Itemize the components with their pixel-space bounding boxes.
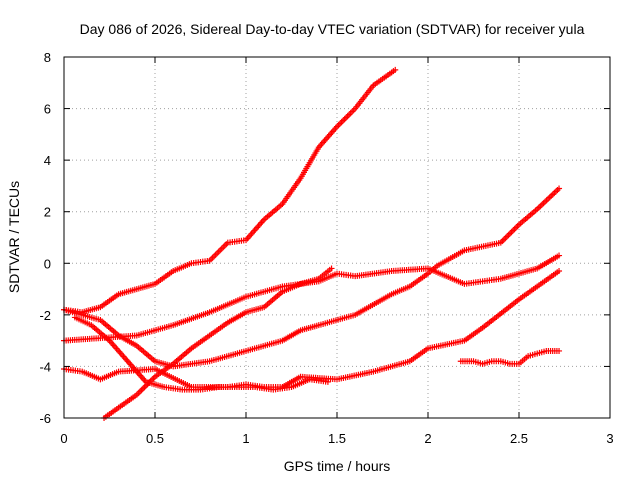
series-track-3 bbox=[61, 185, 563, 370]
data-point bbox=[556, 252, 563, 259]
y-tick-label: -2 bbox=[39, 308, 51, 323]
data-points bbox=[61, 66, 563, 421]
data-point bbox=[556, 268, 563, 275]
x-axis-label: GPS time / hours bbox=[284, 458, 391, 474]
x-tick-label: 0.5 bbox=[146, 431, 164, 446]
grid bbox=[64, 57, 610, 418]
series-track-5 bbox=[71, 314, 331, 393]
y-tick-label: -4 bbox=[39, 359, 51, 374]
y-tick-label: 6 bbox=[44, 102, 51, 117]
tick-marks bbox=[63, 56, 611, 419]
data-point bbox=[392, 66, 399, 73]
x-tick-labels: 0 0.5 1 1.5 2 2.5 3 bbox=[60, 431, 613, 446]
chart-title: Day 086 of 2026, Sidereal Day-to-day VTE… bbox=[80, 21, 585, 37]
y-tick-label: 2 bbox=[44, 205, 51, 220]
x-tick-label: 1 bbox=[242, 431, 249, 446]
x-tick-label: 2.5 bbox=[510, 431, 528, 446]
y-tick-label: 8 bbox=[44, 50, 51, 65]
data-point bbox=[556, 185, 563, 192]
data-point bbox=[556, 347, 563, 354]
y-tick-labels: -6 -4 -2 0 2 4 6 8 bbox=[39, 50, 51, 426]
x-tick-label: 2 bbox=[424, 431, 431, 446]
data-point bbox=[328, 265, 335, 272]
x-tick-label: 1.5 bbox=[328, 431, 346, 446]
y-tick-label: 0 bbox=[44, 256, 51, 271]
y-tick-label: 4 bbox=[44, 153, 51, 168]
y-tick-label: -6 bbox=[39, 411, 51, 426]
data-point bbox=[324, 378, 331, 385]
x-tick-label: 0 bbox=[60, 431, 67, 446]
series-track-2 bbox=[61, 252, 563, 344]
series-track-1 bbox=[61, 66, 399, 316]
x-tick-label: 3 bbox=[606, 431, 613, 446]
y-axis-label: SDTVAR / TECUs bbox=[6, 181, 22, 293]
series-track-7 bbox=[457, 347, 563, 367]
